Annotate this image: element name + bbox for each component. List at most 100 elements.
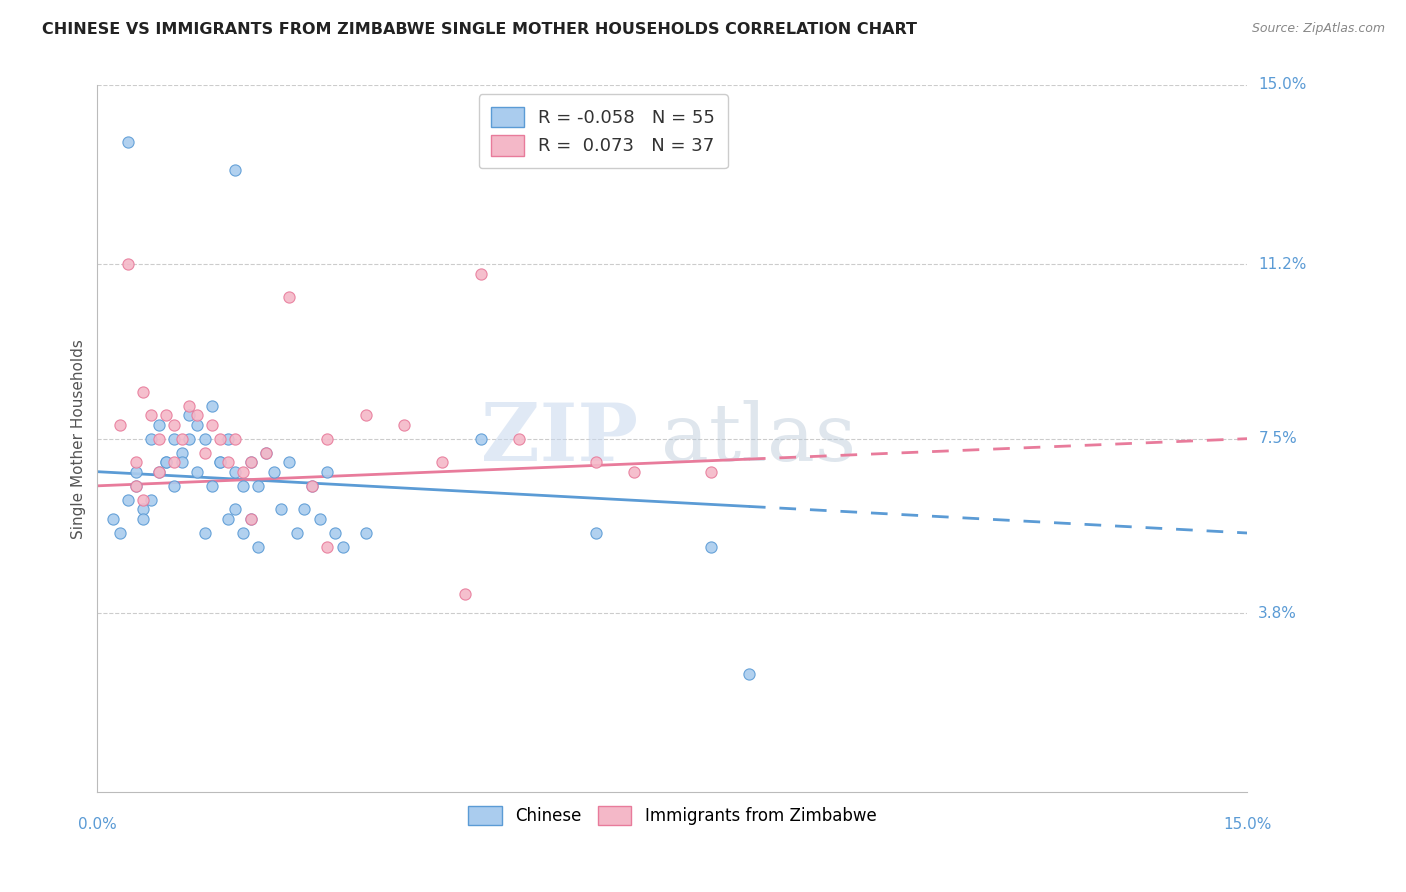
Point bbox=[124, 465, 146, 479]
Point bbox=[139, 408, 162, 422]
Point bbox=[170, 432, 193, 446]
Point bbox=[124, 479, 146, 493]
Point bbox=[254, 446, 277, 460]
Point bbox=[110, 417, 132, 432]
Text: atlas: atlas bbox=[661, 400, 856, 478]
Point bbox=[585, 455, 607, 469]
Point bbox=[392, 417, 415, 432]
Point bbox=[316, 432, 339, 446]
Point bbox=[323, 526, 346, 541]
Point bbox=[239, 512, 262, 526]
Text: 3.8%: 3.8% bbox=[1258, 606, 1298, 621]
Point bbox=[186, 465, 208, 479]
Text: 15.0%: 15.0% bbox=[1258, 78, 1306, 93]
Point bbox=[354, 408, 377, 422]
Point bbox=[155, 455, 177, 469]
Point bbox=[301, 479, 323, 493]
Point bbox=[124, 479, 146, 493]
Text: Source: ZipAtlas.com: Source: ZipAtlas.com bbox=[1251, 22, 1385, 36]
Point bbox=[508, 432, 530, 446]
Text: 11.2%: 11.2% bbox=[1258, 257, 1306, 272]
Point bbox=[239, 455, 262, 469]
Point bbox=[139, 432, 162, 446]
Point bbox=[208, 455, 231, 469]
Point bbox=[308, 512, 330, 526]
Point bbox=[239, 455, 262, 469]
Point bbox=[247, 479, 270, 493]
Point bbox=[263, 465, 285, 479]
Point bbox=[117, 135, 139, 149]
Point bbox=[247, 540, 270, 554]
Point bbox=[170, 455, 193, 469]
Point bbox=[316, 465, 339, 479]
Point bbox=[117, 493, 139, 508]
Point bbox=[194, 526, 217, 541]
Point bbox=[623, 465, 645, 479]
Point bbox=[132, 502, 155, 516]
Point bbox=[208, 432, 231, 446]
Point bbox=[285, 526, 308, 541]
Point bbox=[470, 267, 492, 281]
Point bbox=[208, 455, 231, 469]
Point bbox=[232, 479, 254, 493]
Point bbox=[217, 512, 239, 526]
Point bbox=[699, 540, 721, 554]
Point bbox=[354, 526, 377, 541]
Point bbox=[224, 502, 246, 516]
Point bbox=[124, 455, 146, 469]
Point bbox=[217, 455, 239, 469]
Point bbox=[201, 417, 224, 432]
Point bbox=[201, 399, 224, 413]
Point bbox=[432, 455, 454, 469]
Point bbox=[270, 502, 292, 516]
Point bbox=[232, 526, 254, 541]
Point bbox=[738, 667, 761, 681]
Point bbox=[292, 502, 315, 516]
Point bbox=[155, 455, 177, 469]
Point bbox=[201, 479, 224, 493]
Point bbox=[254, 446, 277, 460]
Point bbox=[155, 408, 177, 422]
Point bbox=[316, 540, 339, 554]
Point bbox=[179, 432, 201, 446]
Point bbox=[332, 540, 354, 554]
Point bbox=[239, 512, 262, 526]
Point bbox=[217, 432, 239, 446]
Point bbox=[139, 493, 162, 508]
Point bbox=[148, 465, 170, 479]
Point bbox=[194, 446, 217, 460]
Point bbox=[194, 432, 217, 446]
Point bbox=[101, 512, 124, 526]
Point bbox=[224, 432, 246, 446]
Y-axis label: Single Mother Households: Single Mother Households bbox=[72, 339, 86, 539]
Point bbox=[132, 493, 155, 508]
Point bbox=[117, 257, 139, 271]
Point bbox=[179, 399, 201, 413]
Point bbox=[224, 465, 246, 479]
Point bbox=[163, 455, 186, 469]
Point bbox=[163, 479, 186, 493]
Point bbox=[132, 384, 155, 399]
Point bbox=[163, 432, 186, 446]
Text: 7.5%: 7.5% bbox=[1258, 431, 1296, 446]
Point bbox=[585, 526, 607, 541]
Point bbox=[301, 479, 323, 493]
Point bbox=[454, 587, 477, 601]
Point bbox=[470, 432, 492, 446]
Text: CHINESE VS IMMIGRANTS FROM ZIMBABWE SINGLE MOTHER HOUSEHOLDS CORRELATION CHART: CHINESE VS IMMIGRANTS FROM ZIMBABWE SING… bbox=[42, 22, 917, 37]
Point bbox=[110, 526, 132, 541]
Point bbox=[132, 512, 155, 526]
Legend: Chinese, Immigrants from Zimbabwe: Chinese, Immigrants from Zimbabwe bbox=[460, 797, 884, 834]
Point bbox=[179, 408, 201, 422]
Text: 0.0%: 0.0% bbox=[77, 817, 117, 832]
Point bbox=[148, 417, 170, 432]
Text: ZIP: ZIP bbox=[481, 400, 638, 478]
Point bbox=[148, 432, 170, 446]
Point bbox=[148, 465, 170, 479]
Point bbox=[278, 455, 301, 469]
Text: 15.0%: 15.0% bbox=[1223, 817, 1271, 832]
Point bbox=[278, 290, 301, 304]
Point bbox=[163, 417, 186, 432]
Point bbox=[170, 446, 193, 460]
Point bbox=[186, 417, 208, 432]
